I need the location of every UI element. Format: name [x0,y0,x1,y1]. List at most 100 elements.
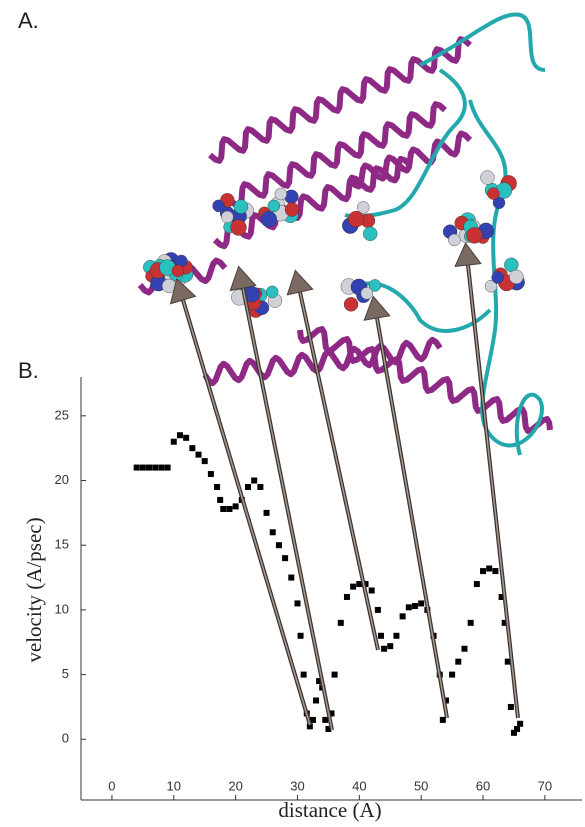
panel-label: B. [18,358,39,383]
point [133,464,140,471]
atom [267,199,281,213]
point [368,587,375,594]
helix [202,336,443,387]
protein-structure [137,12,553,456]
point [328,710,335,717]
point [257,483,264,490]
atom [360,287,374,300]
y-tick-label: 0 [62,731,69,746]
helix [297,326,553,434]
atom [363,226,378,241]
y-tick-label: 10 [55,601,69,616]
x-tick-label: 0 [108,778,115,793]
arrows [169,242,520,731]
point [309,716,316,723]
atom [448,233,461,247]
point [282,555,289,562]
point [232,503,239,510]
atom [221,210,234,224]
point [467,619,474,626]
point [501,619,508,626]
point [288,574,295,581]
point [176,432,183,439]
point [439,716,446,723]
point [217,496,224,503]
point [455,658,462,665]
point [517,720,524,727]
point [322,716,329,723]
atom [284,202,300,217]
point [152,464,159,471]
point [245,483,251,490]
x-tick-label: 50 [414,778,428,793]
point [226,505,233,512]
x-tick-label: 10 [167,778,181,793]
point [313,697,320,704]
atom [368,279,382,292]
atom [466,227,483,244]
helix [347,130,473,190]
arrow-shaft [182,299,311,726]
point [331,671,338,678]
chart: 0 5 10 15 20 25 0 10 20 30 40 50 60 70 [55,377,582,801]
atom [491,271,504,284]
arrow-head [229,265,257,292]
point [316,678,323,685]
helix [228,101,447,209]
atom [212,199,225,213]
point [405,604,412,611]
point [146,464,153,471]
x-tick-label: 30 [290,778,304,793]
x-tick-label: 20 [228,778,242,793]
arrow-shaft [376,317,448,719]
point [189,445,196,452]
point [170,438,177,445]
panel-label: A. [18,8,39,33]
point [381,645,388,652]
point [350,583,357,590]
point [139,464,146,471]
point [195,451,202,458]
point [492,568,499,575]
point [418,600,425,607]
point [510,729,517,736]
point [207,471,214,478]
arrow-head [286,269,314,296]
point [356,581,363,588]
point [393,632,400,639]
point [325,725,332,732]
atom [484,280,498,293]
point [275,542,282,549]
y-axis-label: velocity (A/psec) [22,517,46,662]
x-tick-label: 70 [538,778,552,793]
arrow-head [169,277,197,305]
point [164,464,171,471]
point [399,613,406,620]
point [498,593,505,600]
point [507,703,514,710]
point [514,725,521,732]
y-tick-label: 5 [62,666,69,681]
point [297,632,304,639]
point [504,658,511,665]
point [158,464,165,471]
atom [274,187,287,201]
point [377,632,384,639]
atom [357,201,370,214]
x-tick-label: 40 [352,778,366,793]
point [201,458,208,465]
coil [419,12,546,72]
atom [230,219,247,236]
atom [509,269,524,285]
point [183,434,190,441]
atom [487,187,500,200]
point [374,606,381,613]
point [387,643,394,650]
point [306,723,313,730]
point [337,619,344,626]
atom [171,264,185,278]
point [214,483,221,490]
atom [480,170,495,185]
arrow-head [454,242,482,268]
